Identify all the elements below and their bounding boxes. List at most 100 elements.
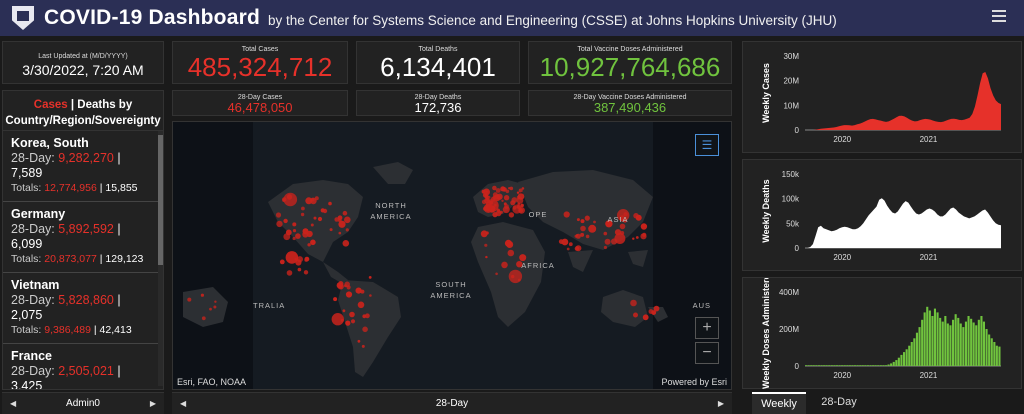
- map-powered-by[interactable]: Powered by Esri: [661, 377, 727, 387]
- chart-bar[interactable]: [957, 317, 960, 366]
- chart-bar[interactable]: [959, 323, 962, 367]
- chart-bar[interactable]: [990, 338, 993, 367]
- case-marker[interactable]: [292, 229, 297, 233]
- chart-bar[interactable]: [915, 332, 918, 366]
- case-marker[interactable]: [283, 218, 288, 224]
- case-marker[interactable]: [344, 284, 347, 288]
- case-marker[interactable]: [603, 245, 607, 250]
- case-marker[interactable]: [213, 305, 217, 309]
- case-marker[interactable]: [635, 214, 642, 221]
- chart-bar[interactable]: [815, 365, 818, 366]
- chart-bar[interactable]: [910, 342, 913, 366]
- case-marker[interactable]: [485, 255, 488, 259]
- chart-bar[interactable]: [890, 363, 893, 366]
- chart-bar[interactable]: [946, 323, 949, 367]
- case-marker[interactable]: [580, 219, 585, 224]
- chart-bar[interactable]: [954, 314, 957, 366]
- case-marker[interactable]: [623, 212, 628, 217]
- case-marker[interactable]: [295, 233, 301, 239]
- chart-bar[interactable]: [944, 316, 947, 366]
- case-marker[interactable]: [519, 254, 527, 262]
- chart-bar[interactable]: [926, 306, 929, 366]
- case-marker[interactable]: [337, 283, 344, 290]
- chart-bar[interactable]: [823, 365, 826, 366]
- chart-bar[interactable]: [825, 365, 828, 366]
- case-marker[interactable]: [653, 305, 660, 312]
- case-marker[interactable]: [495, 210, 502, 217]
- chart-bar[interactable]: [967, 316, 970, 366]
- case-marker[interactable]: [640, 223, 648, 230]
- case-marker[interactable]: [558, 239, 564, 244]
- chart-bar[interactable]: [980, 316, 983, 366]
- case-marker[interactable]: [635, 236, 639, 239]
- case-marker[interactable]: [506, 241, 514, 248]
- case-marker[interactable]: [494, 203, 497, 207]
- case-marker[interactable]: [209, 307, 212, 311]
- chart-bar[interactable]: [975, 325, 978, 366]
- case-marker[interactable]: [338, 231, 342, 235]
- list-item[interactable]: Germany 28-Day: 5,892,592 | 6,099 Totals: …: [3, 202, 163, 273]
- case-marker[interactable]: [345, 291, 353, 298]
- chart-bar[interactable]: [805, 365, 808, 366]
- case-marker[interactable]: [365, 313, 370, 319]
- tab-28day[interactable]: 28-Day: [821, 396, 857, 408]
- chart-bar[interactable]: [949, 325, 952, 366]
- case-marker[interactable]: [296, 256, 303, 263]
- case-marker[interactable]: [576, 218, 580, 222]
- case-marker[interactable]: [495, 188, 501, 193]
- chart-bar[interactable]: [859, 365, 862, 366]
- chart-bar[interactable]: [882, 365, 885, 366]
- case-marker[interactable]: [580, 225, 586, 232]
- case-marker[interactable]: [642, 314, 649, 321]
- chart-bar[interactable]: [941, 321, 944, 366]
- chart-bar[interactable]: [851, 365, 854, 366]
- case-marker[interactable]: [585, 234, 590, 239]
- chart-bar[interactable]: [908, 345, 911, 366]
- chart-bar[interactable]: [998, 346, 1001, 366]
- case-marker[interactable]: [331, 313, 344, 326]
- case-marker[interactable]: [314, 196, 319, 201]
- chart-bar[interactable]: [830, 365, 833, 366]
- chart-bar[interactable]: [879, 365, 882, 366]
- case-marker[interactable]: [636, 215, 639, 218]
- case-marker[interactable]: [201, 316, 206, 321]
- case-marker[interactable]: [338, 220, 346, 228]
- chart-bar[interactable]: [982, 321, 985, 366]
- case-marker[interactable]: [648, 309, 654, 314]
- chart-bar[interactable]: [972, 322, 975, 367]
- chart-bar[interactable]: [846, 365, 849, 366]
- chart-bar[interactable]: [877, 365, 880, 366]
- case-marker[interactable]: [517, 278, 521, 282]
- chart-bar[interactable]: [856, 365, 859, 366]
- case-marker[interactable]: [492, 185, 497, 191]
- list-next-arrow-icon[interactable]: ▶: [149, 399, 156, 408]
- case-marker[interactable]: [518, 207, 525, 214]
- chart-bar[interactable]: [921, 319, 924, 367]
- case-marker[interactable]: [622, 218, 628, 223]
- case-marker[interactable]: [517, 193, 525, 200]
- case-marker[interactable]: [304, 256, 310, 262]
- case-marker[interactable]: [511, 274, 515, 279]
- case-marker[interactable]: [566, 247, 570, 251]
- chart-bar[interactable]: [892, 361, 895, 366]
- case-marker[interactable]: [279, 259, 285, 265]
- case-marker[interactable]: [337, 215, 343, 221]
- chart-bar[interactable]: [993, 342, 996, 366]
- chart-bar[interactable]: [995, 345, 998, 366]
- case-marker[interactable]: [340, 318, 344, 322]
- chart-bar[interactable]: [952, 319, 955, 367]
- chart-bar[interactable]: [869, 365, 872, 366]
- chart-area-series[interactable]: [805, 198, 1001, 248]
- cases-heading-link[interactable]: Cases: [33, 99, 68, 111]
- case-marker[interactable]: [292, 236, 296, 241]
- case-marker[interactable]: [285, 229, 292, 236]
- case-marker[interactable]: [619, 223, 626, 230]
- case-marker[interactable]: [320, 208, 325, 213]
- case-marker[interactable]: [501, 261, 508, 269]
- chart-bar[interactable]: [970, 318, 973, 366]
- case-marker[interactable]: [503, 195, 510, 201]
- case-marker[interactable]: [563, 211, 570, 218]
- case-marker[interactable]: [481, 199, 487, 205]
- world-map[interactable]: NORTH AMERICA SOUTH AMERICA OPE ASIA AFRICA TRA…: [173, 122, 732, 390]
